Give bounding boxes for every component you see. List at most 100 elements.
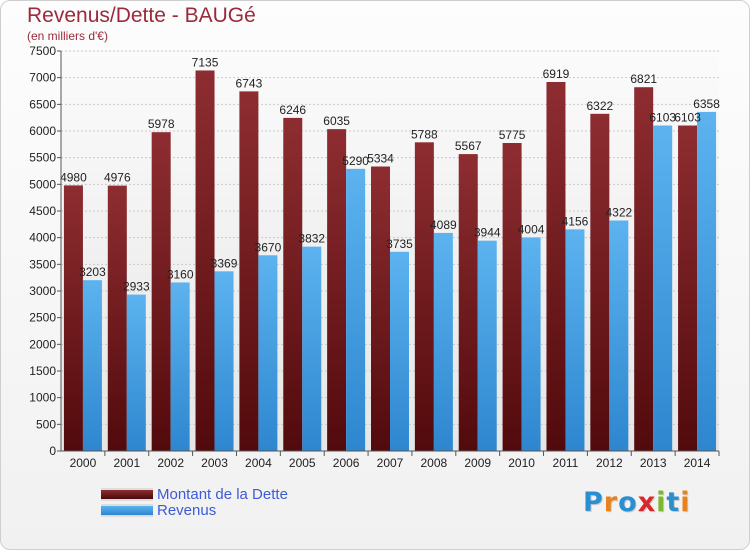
- bar-revenue: [565, 229, 585, 451]
- y-tick-label: 4000: [29, 231, 56, 245]
- bar-debt: [678, 125, 698, 452]
- legend-item-debt: Montant de la Dette: [101, 485, 288, 503]
- x-tick-label: 2009: [464, 456, 491, 470]
- data-label-debt: 5775: [499, 128, 526, 142]
- x-tick-label: 2000: [70, 456, 97, 470]
- y-tick-label: 500: [36, 417, 56, 431]
- x-tick-label: 2014: [684, 456, 711, 470]
- x-tick-label: 2002: [157, 456, 184, 470]
- bar-debt: [283, 117, 303, 451]
- bar-debt: [546, 81, 566, 451]
- y-tick-label: 1500: [29, 364, 56, 378]
- data-label-debt: 4976: [104, 171, 131, 185]
- data-label-debt: 6103: [674, 111, 701, 125]
- data-label-revenue: 4004: [518, 222, 545, 236]
- x-tick-label: 2007: [377, 456, 404, 470]
- logo-letter: o: [618, 487, 638, 518]
- data-label-debt: 6246: [279, 103, 306, 117]
- y-tick-label: 2500: [29, 311, 56, 325]
- bar-debt: [502, 143, 522, 451]
- data-label-revenue: 3203: [79, 265, 106, 279]
- bar-revenue: [697, 111, 717, 451]
- legend-label-revenue: Revenus: [157, 501, 217, 519]
- data-label-debt: 6821: [630, 72, 657, 86]
- bar-revenue: [521, 237, 541, 451]
- data-label-revenue: 4156: [562, 214, 589, 228]
- data-label-debt: 4980: [60, 170, 87, 184]
- data-label-revenue: 3944: [474, 226, 501, 240]
- data-label-debt: 5978: [148, 117, 175, 131]
- legend-item-revenue: Revenus: [101, 501, 288, 519]
- x-tick-label: 2010: [508, 456, 535, 470]
- data-label-revenue: 6358: [693, 97, 720, 111]
- y-tick-label: 1000: [29, 391, 56, 405]
- y-tick-label: 3000: [29, 284, 56, 298]
- x-tick-label: 2011: [553, 456, 579, 470]
- y-tick-label: 3500: [29, 257, 56, 271]
- bar-debt: [634, 87, 654, 452]
- bar-revenue: [390, 251, 409, 451]
- data-label-revenue: 6103: [649, 111, 676, 125]
- bar-revenue: [214, 271, 234, 451]
- data-label-revenue: 3369: [211, 256, 238, 270]
- bar-revenue: [477, 240, 497, 451]
- bar-revenue: [170, 282, 190, 451]
- data-label-debt: 5567: [455, 139, 482, 153]
- logo-letter: i: [680, 487, 691, 518]
- bar-revenue: [302, 246, 322, 451]
- y-tick-label: 7000: [29, 71, 56, 85]
- data-label-revenue: 4322: [605, 205, 632, 219]
- x-tick-label: 2003: [201, 456, 228, 470]
- data-label-revenue: 2933: [123, 280, 150, 294]
- bar-debt: [63, 185, 83, 451]
- data-label-debt: 6743: [236, 76, 263, 90]
- y-tick-label: 7500: [29, 44, 56, 58]
- bar-revenue: [258, 255, 278, 451]
- logo-letter: t: [666, 487, 681, 518]
- y-tick-label: 2000: [29, 337, 56, 351]
- data-label-revenue: 3670: [255, 240, 282, 254]
- data-label-debt: 5788: [411, 127, 438, 141]
- y-tick-label: 6500: [29, 97, 56, 111]
- data-label-debt: 6322: [586, 99, 613, 113]
- bar-revenue: [433, 232, 453, 451]
- data-label-revenue: 5290: [342, 154, 369, 168]
- data-label-debt: 6035: [323, 114, 350, 128]
- legend-label-debt: Montant de la Dette: [157, 485, 288, 503]
- x-tick-label: 2008: [421, 456, 448, 470]
- chart-title: Revenus/Dette - BAUGé: [27, 4, 256, 27]
- data-label-debt: 5334: [367, 152, 394, 166]
- data-label-revenue: 3160: [167, 267, 194, 281]
- logo-letter: r: [603, 487, 619, 518]
- bar-revenue: [126, 294, 146, 451]
- bar-revenue: [82, 280, 102, 451]
- x-tick-label: 2004: [245, 456, 272, 470]
- chart-subtitle: (en milliers d'€): [27, 29, 108, 43]
- y-tick-label: 0: [49, 444, 56, 458]
- logo-letter: x: [637, 487, 657, 518]
- y-tick-label: 6000: [29, 124, 56, 138]
- data-label-revenue: 3832: [298, 232, 325, 246]
- bar-debt: [195, 70, 215, 451]
- bar-debt: [371, 166, 390, 451]
- bar-revenue: [609, 220, 629, 451]
- data-label-debt: 7135: [192, 55, 219, 69]
- chart-legend: Montant de la Dette Revenus: [101, 485, 288, 519]
- data-label-debt: 6919: [543, 67, 570, 81]
- bar-debt: [414, 142, 434, 451]
- x-tick-label: 2006: [333, 456, 360, 470]
- legend-swatch-debt: [101, 487, 153, 501]
- data-label-revenue: 4089: [430, 218, 457, 232]
- x-tick-label: 2012: [596, 456, 623, 470]
- x-tick-label: 2005: [289, 456, 316, 470]
- bar-debt: [327, 129, 347, 451]
- x-tick-label: 2013: [640, 456, 667, 470]
- y-tick-label: 5000: [29, 177, 56, 191]
- data-label-revenue: 3735: [386, 237, 413, 251]
- legend-swatch-revenue: [101, 503, 153, 517]
- bar-debt: [590, 113, 610, 452]
- bar-revenue: [653, 125, 673, 452]
- y-tick-label: 4500: [29, 204, 56, 218]
- proxiti-logo: Proxiti: [583, 487, 691, 518]
